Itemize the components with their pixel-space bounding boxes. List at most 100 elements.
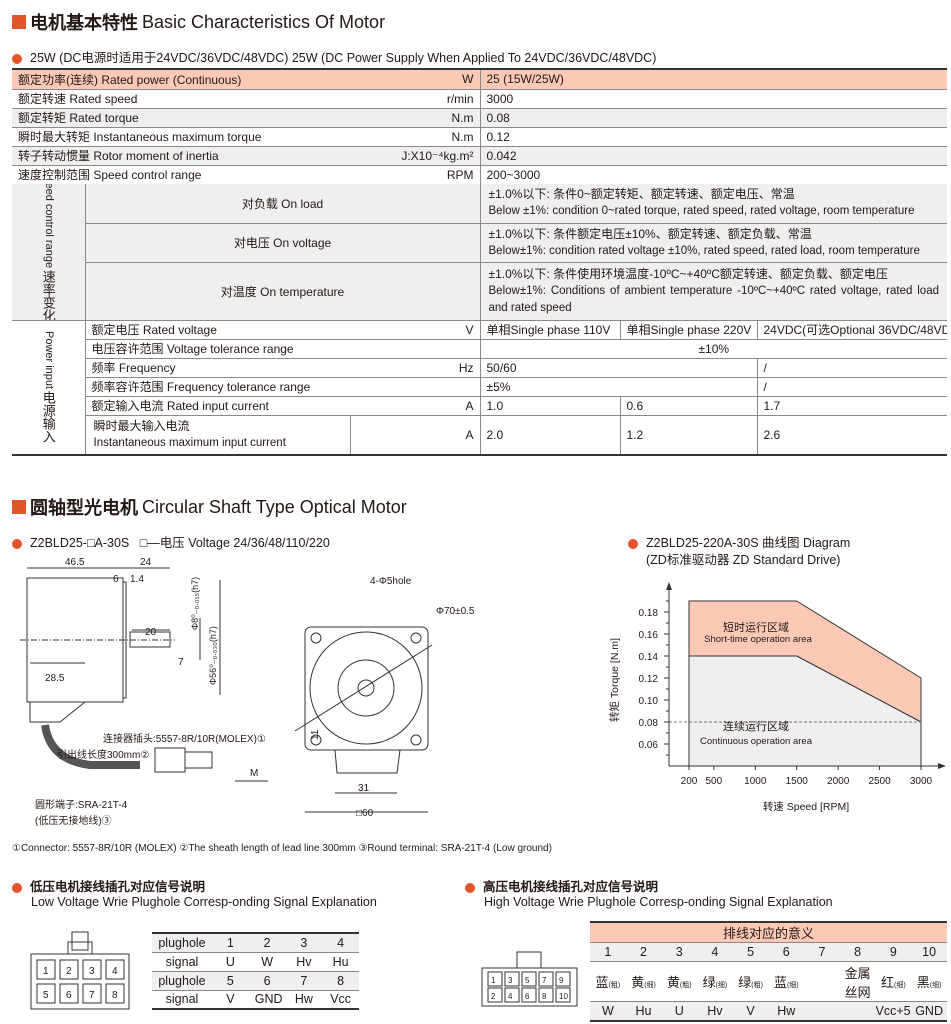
dim-label: 1.4	[130, 574, 144, 585]
signal-cell: W	[590, 1001, 626, 1021]
motor-dimension-drawing: 46.5 24 6 1.4 20 28.5 7 Φ8⁰₋₀.₀₁₅(h7) Φ5…	[20, 557, 475, 827]
signal-cell: Hw	[768, 1001, 805, 1021]
y-tick-label: 0.18	[639, 608, 659, 619]
speed-row-label: 对电压 On voltage	[85, 223, 481, 263]
pin-number: 10	[911, 942, 947, 962]
callout-terminal-note: (低压无接地线)③	[35, 814, 112, 827]
high-voltage-signal-table: 排线对应的意义 1 2 3 4 5 6 7 8 9 10 蓝(粗) 黄(细) 黄(粗) 绿(细) 绿(粗) 蓝(…	[590, 921, 947, 1022]
bullet-icon	[12, 882, 22, 893]
pin-hole	[521, 971, 537, 987]
pin-number: 5	[732, 942, 769, 962]
signal-row: plughole 5 6 7 8	[152, 971, 359, 991]
spec-row: 瞬时最大转矩 Instantaneous maximum torque N.m 0.…	[12, 127, 947, 147]
spec-table: 额定功率(连续) Rated power (Continuous) W 25 (15…	[12, 68, 947, 185]
power-row-unit: A	[350, 415, 481, 456]
dim-label: Φ70±0.5	[436, 606, 475, 617]
pin-number: 3	[89, 966, 95, 977]
spec-value: 0.08	[480, 108, 947, 128]
chart-title: Z2BLD25-220A-30S 曲线图 Diagram	[628, 532, 850, 551]
pin-number: 3	[508, 976, 513, 985]
spec-row: 额定转速 Rated speed r/min 3000	[12, 89, 947, 109]
series-label: 连续运行区域	[723, 719, 789, 733]
spec-unit: N.m	[295, 108, 481, 128]
low-voltage-connector-icon: 1 2 3 4 5 6 7 8	[30, 931, 130, 1010]
dim-label: Φ8⁰₋₀.₀₁₅(h7)	[190, 577, 200, 630]
wire-color: 蓝(粗)	[590, 961, 626, 1002]
high-voltage-connector-icon: 1 3 5 7 9 2 4 6 8 10	[481, 951, 578, 1007]
pin-hole	[555, 971, 571, 987]
spec-value: 0.12	[480, 127, 947, 147]
continuous-area	[688, 655, 922, 767]
power-value: 50/60	[480, 358, 758, 378]
pin-number: 6	[768, 942, 805, 962]
pin-hole	[504, 987, 520, 1003]
x-tick-label: 2500	[868, 776, 891, 787]
signal-cell: U	[212, 952, 249, 972]
spec-value: 3000	[480, 89, 947, 109]
pin-number: 1	[43, 966, 49, 977]
power-row-unit	[350, 339, 481, 359]
callout-connector: 连接器插头:5557-8R/10R(MOLEX)①	[103, 732, 266, 745]
pin-hole	[504, 971, 520, 987]
signal-cell: 8	[322, 971, 359, 991]
signal-cell: Hv	[285, 952, 323, 972]
power-value: 单相Single phase 220V	[620, 320, 758, 340]
signal-cell: U	[661, 1001, 698, 1021]
power-row-unit	[350, 377, 481, 397]
dim-label: 7	[178, 657, 184, 668]
pin-number: 7	[804, 942, 840, 962]
power-row-unit: A	[350, 396, 481, 416]
row-label: plughole	[152, 971, 212, 991]
x-tick-label: 2000	[827, 776, 850, 787]
pin-hole	[487, 971, 503, 987]
pin-hole	[82, 959, 102, 980]
x-axis-label: 转速 Speed [RPM]	[763, 800, 849, 813]
bullet-icon	[628, 538, 638, 549]
dim-label: 4-Φ5hole	[370, 576, 412, 587]
hv-header: 排线对应的意义	[590, 922, 947, 943]
spec-row: 速度控制范围 Speed control range RPM 200~3000	[12, 165, 947, 185]
pin-number: 5	[43, 990, 49, 1001]
dim-label: 6	[113, 574, 119, 585]
dim-label: 28.5	[45, 673, 65, 684]
spec-unit: N.m	[295, 127, 481, 147]
spec-row: 转子转动惯量 Rotor moment of inertia J:X10⁻⁴kg.…	[12, 146, 947, 166]
power-value: ±5%	[480, 377, 758, 397]
pin-hole	[487, 987, 503, 1003]
signal-cell: 7	[285, 971, 323, 991]
pin-number: 2	[66, 966, 72, 977]
drawing-footnote: ①Connector: 5557-8R/10R (MOLEX) ②The she…	[12, 843, 552, 854]
x-tick-label: 1000	[744, 776, 767, 787]
wire-color	[804, 961, 840, 1002]
power-value: /	[757, 377, 947, 397]
speed-group-label: Speed control range 速率变化率	[12, 184, 86, 321]
power-value: 1.0	[480, 396, 621, 416]
model-line: Z2BLD25-□A-30S □—电压 Voltage 24/36/48/110…	[12, 532, 330, 551]
pin-number: 7	[542, 976, 547, 985]
pin-number: 8	[542, 992, 547, 1001]
spec-row: 额定转矩 Rated torque N.m 0.08	[12, 108, 947, 128]
signal-row: signal V GND Hw Vcc	[152, 990, 359, 1010]
signal-cell	[804, 1001, 840, 1021]
bullet-icon	[465, 882, 475, 893]
spec-label: 速度控制范围 Speed control range	[12, 165, 295, 185]
dim-label: 20	[145, 627, 157, 638]
y-axis-arrow	[666, 582, 672, 590]
dim-label: □60	[356, 808, 374, 819]
power-value: 单相Single phase 110V	[480, 320, 621, 340]
pin-number: 7	[89, 990, 95, 1001]
power-group-label: Power input 电源输入	[12, 320, 86, 456]
spec-label: 额定转矩 Rated torque	[12, 108, 295, 128]
pin-number: 2	[491, 992, 496, 1001]
series-label: Short-time operation area	[704, 634, 812, 645]
pin-number: 8	[839, 942, 876, 962]
row-label: signal	[152, 990, 212, 1010]
y-tick-label: 0.10	[639, 696, 659, 707]
signal-cell	[839, 1001, 876, 1021]
wire-color: 绿(粗)	[732, 961, 769, 1002]
speed-power-table: Speed control range 速率变化率 对负载 On load ±1.…	[12, 184, 947, 456]
dim-label: 46.5	[65, 557, 85, 568]
pin-hole	[59, 983, 79, 1004]
spec-unit: RPM	[295, 165, 481, 185]
signal-cell: V	[212, 990, 249, 1010]
